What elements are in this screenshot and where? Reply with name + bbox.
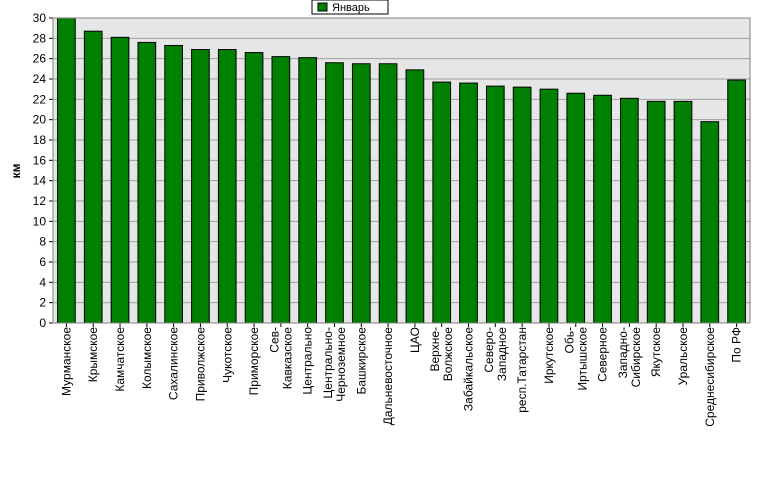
bar xyxy=(539,88,559,324)
x-category-label: Приволжское xyxy=(193,327,207,402)
x-category-label: Сахалинское xyxy=(167,327,181,400)
x-category-label: Крымское xyxy=(86,327,100,383)
y-tick-label: 16 xyxy=(33,153,47,167)
x-category-label: Приморское xyxy=(247,327,261,396)
bar xyxy=(646,100,666,324)
y-tick-label: 2 xyxy=(39,296,46,310)
bar xyxy=(325,62,344,324)
x-category-label: Уральское xyxy=(676,327,690,386)
plot-border xyxy=(52,17,751,324)
y-tick-label: 18 xyxy=(33,133,47,147)
y-tick-label: 14 xyxy=(33,174,47,188)
bar xyxy=(432,81,452,324)
x-category-label: Иртышское xyxy=(575,327,589,391)
x-category-label: Дальневосточное xyxy=(381,327,395,426)
y-tick-label: 0 xyxy=(39,316,46,330)
x-category-label: Иркутское xyxy=(542,327,556,384)
bar xyxy=(83,30,103,324)
bar xyxy=(351,63,371,324)
bar xyxy=(485,85,505,324)
y-tick-label: 10 xyxy=(33,214,47,228)
x-category-label: Западное xyxy=(495,327,509,381)
x-category-label: Северо- xyxy=(482,327,496,373)
x-category-label: Забайкальское xyxy=(462,327,476,411)
x-category-label: Среднесибирское xyxy=(703,327,717,427)
legend-swatch xyxy=(317,2,328,12)
legend: Январь xyxy=(311,0,389,15)
bar xyxy=(244,52,264,324)
bar xyxy=(378,63,398,324)
bar xyxy=(405,69,425,324)
bar xyxy=(298,57,318,324)
plot-background xyxy=(53,18,750,323)
bar xyxy=(137,41,157,324)
bar xyxy=(673,100,693,324)
y-tick-label: 22 xyxy=(33,92,47,106)
x-category-label: Волжское xyxy=(441,327,455,382)
y-tick-label: 6 xyxy=(39,255,46,269)
bar xyxy=(191,49,210,324)
x-category-label: Колымское xyxy=(140,327,154,389)
legend-box xyxy=(311,0,389,15)
bar xyxy=(593,94,612,324)
x-category-label: Якутское xyxy=(649,327,663,377)
y-tick-label: 30 xyxy=(33,11,47,25)
x-category-label: Черноземное xyxy=(334,327,348,402)
x-category-label: Центрально- xyxy=(321,327,335,399)
x-category-label: Центрально xyxy=(301,327,315,395)
x-category-label: Мурманское xyxy=(59,327,73,396)
y-tick-label: 12 xyxy=(33,194,47,208)
x-category-label: Верхне- xyxy=(428,327,442,372)
x-category-label: Башкирское xyxy=(354,327,368,395)
bar xyxy=(700,121,720,324)
bar xyxy=(164,44,183,324)
bar xyxy=(620,97,639,324)
bar xyxy=(512,86,532,324)
x-category-label: Западно- xyxy=(616,327,630,378)
bar xyxy=(217,49,237,324)
x-category-label: Чукотское xyxy=(220,327,234,383)
bar xyxy=(271,56,291,324)
bar xyxy=(57,17,76,324)
y-tick-label: 26 xyxy=(33,52,47,66)
bar xyxy=(727,79,746,324)
x-category-label: Северное xyxy=(596,327,610,382)
y-tick-label: 24 xyxy=(33,72,47,86)
legend-label: Январь xyxy=(332,2,370,14)
x-category-label: По РФ xyxy=(730,327,744,363)
x-category-label: Обь- xyxy=(562,327,576,353)
y-tick-label: 28 xyxy=(33,31,47,45)
x-category-label: Кавказское xyxy=(280,327,294,390)
x-category-label: респ.Татарстан xyxy=(515,327,529,413)
bar xyxy=(110,36,130,324)
bar xyxy=(566,92,586,324)
y-axis-title: км xyxy=(9,163,23,178)
x-category-label: Камчатское xyxy=(113,327,127,392)
x-category-label: ЦАО xyxy=(408,327,422,353)
y-tick-label: 4 xyxy=(39,275,46,289)
x-category-label: Сев- xyxy=(267,327,281,353)
y-tick-label: 20 xyxy=(33,113,47,127)
x-category-label: Сибирское xyxy=(629,327,643,388)
bar xyxy=(459,82,478,324)
y-tick-label: 8 xyxy=(39,235,46,249)
